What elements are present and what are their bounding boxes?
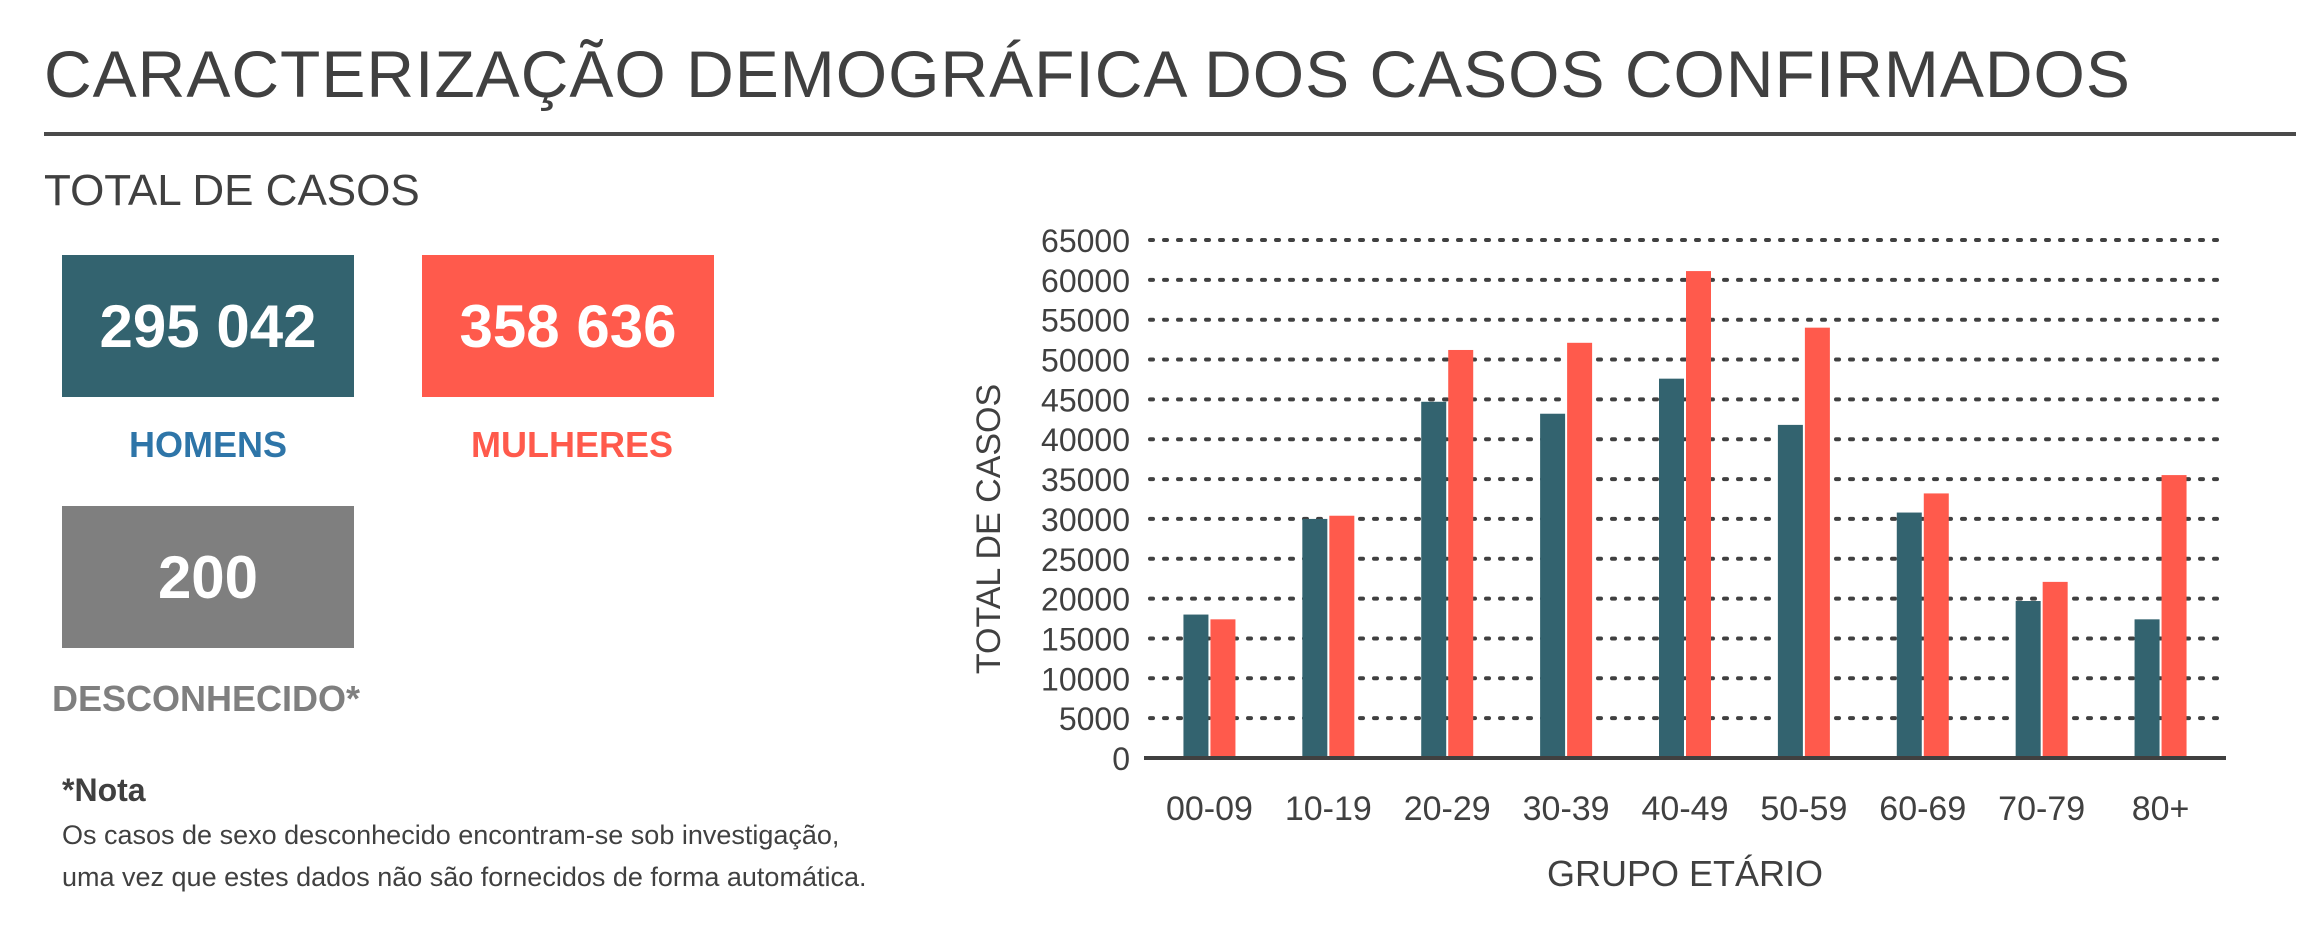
title-divider [44,132,2296,136]
x-tick-label: 10-19 [1285,790,1372,828]
y-tick-label: 65000 [1041,223,1130,259]
note-title: *Nota [62,772,146,808]
bar-60-69-series-1 [1896,512,1922,758]
section-subtitle: TOTAL DE CASOS [44,166,420,215]
chart-bars [1183,271,2187,758]
x-tick-label: 30-39 [1523,790,1610,828]
y-tick-label: 30000 [1041,502,1130,538]
y-tick-label: 50000 [1041,343,1130,379]
bar-70-79-series-2 [2042,581,2068,758]
bar-30-39-series-2 [1567,342,1593,758]
unknown-total-label: DESCONHECIDO* [52,678,361,719]
y-tick-label: 45000 [1041,382,1130,418]
bar-20-29-series-1 [1421,401,1447,758]
bar-00-09-series-1 [1183,614,1209,758]
y-tick-label: 25000 [1041,542,1130,578]
bar-50-59-series-2 [1804,327,1830,758]
women-total-box: 358 636 [422,255,714,397]
x-tick-label: 20-29 [1404,790,1491,828]
unknown-total-value: 200 [157,543,259,611]
y-tick-label: 15000 [1041,621,1130,657]
x-tick-label: 50-59 [1760,790,1847,828]
y-tick-label: 10000 [1041,661,1130,697]
bar-70-79-series-1 [2015,601,2041,758]
bar-00-09-series-2 [1210,619,1236,758]
note-text-line-2: uma vez que estes dados não são fornecid… [62,862,867,892]
chart-gridlines [1148,238,2222,721]
bar-80+-series-1 [2134,619,2160,758]
chart-x-tick-labels: 00-09 10-19 20-29 30-39 40-49 50-59 60-69 70-79… [1166,790,2189,828]
note-text-line-1: Os casos de sexo desconhecido encontram-… [62,820,840,850]
y-tick-label: 20000 [1041,582,1130,618]
bar-60-69-series-2 [1923,493,1949,758]
y-tick-label: 5000 [1059,701,1130,737]
bar-40-49-series-2 [1686,271,1711,758]
bar-10-19-series-1 [1302,518,1328,758]
bar-10-19-series-2 [1329,515,1355,758]
women-total-value: 358 636 [459,292,677,360]
x-tick-label: 70-79 [1998,790,2085,828]
women-total-label: MULHERES [470,424,673,465]
men-total-value: 295 042 [99,292,317,360]
x-tick-label: 80+ [2132,790,2190,828]
men-total-label: HOMENS [128,424,287,465]
y-axis-label: TOTAL DE CASOS [970,384,1008,674]
y-tick-label: 35000 [1041,462,1130,498]
x-axis-label: GRUPO ETÁRIO [1547,853,1823,894]
x-tick-label: 40-49 [1642,790,1729,828]
bar-40-49-series-1 [1659,378,1684,758]
unknown-total-box: 200 [62,506,354,648]
bar-20-29-series-2 [1448,349,1474,758]
x-tick-label: 60-69 [1879,790,1966,828]
page-title: CARACTERIZAÇÃO DEMOGRÁFICA DOS CASOS CON… [44,37,2131,111]
bar-50-59-series-1 [1777,424,1803,758]
y-tick-label: 55000 [1041,303,1130,339]
men-total-box: 295 042 [62,255,354,397]
bar-30-39-series-1 [1540,413,1566,758]
y-tick-label: 0 [1112,741,1130,777]
y-tick-label: 60000 [1041,263,1130,299]
y-tick-label: 40000 [1041,422,1130,458]
x-tick-label: 00-09 [1166,790,1253,828]
bar-80+-series-2 [2161,475,2187,758]
